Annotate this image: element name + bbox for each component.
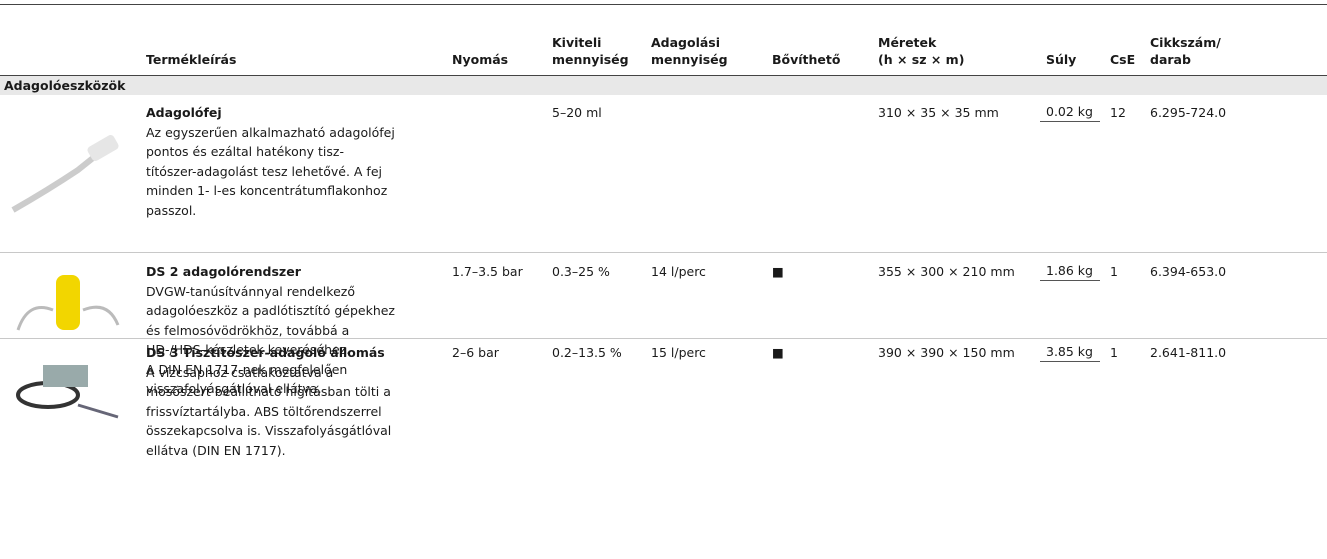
column-header: CsE (1110, 52, 1136, 67)
description-line: passzol. (146, 202, 197, 218)
row-rule (0, 252, 1327, 253)
product-image (16, 275, 120, 331)
cell: 14 l/perc (651, 264, 706, 279)
description-line: A vízcsaphoz csatlakoztatva a (146, 364, 334, 380)
cell: 1.7–3.5 bar (452, 264, 523, 279)
description-line: ellátva (DIN EN 1717). (146, 442, 286, 458)
description-line: Az egyszerűen alkalmazható adagolófej (146, 124, 395, 140)
product-name: Adagolófej (146, 105, 222, 120)
cell: 1 (1110, 345, 1118, 360)
description-line: frissvíztartályba. ABS töltőrendszerrel (146, 403, 382, 419)
column-header: Bővíthető (772, 52, 841, 67)
cell: 0.2–13.5 % (552, 345, 622, 360)
product-image (11, 135, 119, 213)
description-line: DVGW-tanúsítvánnyal rendelkező (146, 283, 355, 299)
description-line: HD-/HDS-készletek keveréséhez. (146, 342, 351, 357)
column-header: Termékleírás (146, 52, 237, 67)
cell: 310 × 35 × 35 mm (878, 105, 999, 120)
description-line: visszafolyásgátlóval ellátva. (146, 381, 322, 396)
section-band (0, 76, 1327, 95)
cell: 0.02 kg (1040, 103, 1100, 122)
cell: 355 × 300 × 210 mm (878, 264, 1015, 279)
description-line: A DIN EN 1717-nek megfelelően (146, 361, 348, 377)
description-line: összekapcsolva is. Visszafolyásgátlóval (146, 423, 392, 438)
column-header: Nyomás (452, 52, 509, 67)
cell: 3.85 kg (1040, 343, 1100, 362)
cell: 15 l/perc (651, 345, 706, 360)
cell: 2–6 bar (452, 345, 499, 360)
description-line: mosószert beállítható hígításban tölti a (146, 384, 391, 399)
column-header: Méretek (h × sz × m) (878, 35, 965, 67)
cell: 390 × 390 × 150 mm (878, 345, 1015, 360)
cell: 1 (1110, 264, 1118, 279)
cell: 1.86 kg (1040, 262, 1100, 281)
product-name: DS 3 Tisztítószer-adagoló állomás (146, 345, 385, 360)
cell: ■ (772, 264, 784, 279)
column-header: Adagolási mennyiség (651, 35, 728, 67)
cell: 0.3–25 % (552, 264, 610, 279)
description-line: pontos és ezáltal hatékony tisz- (146, 144, 344, 159)
section-title: Adagolóeszközök (4, 78, 126, 93)
column-header: Cikkszám/ darab (1150, 35, 1221, 67)
description-line: és felmosóvödrökhöz, továbbá a (146, 322, 350, 338)
cell: 5–20 ml (552, 105, 602, 120)
header-rule (0, 75, 1327, 76)
description-line: títószer-adagolást tesz lehetővé. A fej (146, 163, 382, 179)
cell: 12 (1110, 105, 1126, 120)
cell: 6.295-724.0 (1150, 105, 1227, 120)
description-line: adagolóeszköz a padlótisztító gépekhez (146, 303, 395, 318)
product-name: DS 2 adagolórendszer (146, 264, 301, 279)
cell: 6.394-653.0 (1150, 264, 1227, 279)
cell: ■ (772, 345, 784, 360)
cell: 2.641-811.0 (1150, 345, 1227, 360)
description-line: minden 1- l-es koncentrátumflakonhoz (146, 183, 388, 198)
column-header: Kiviteli mennyiség (552, 35, 629, 67)
top-rule (0, 4, 1327, 5)
column-header: Súly (1046, 52, 1077, 67)
row-rule (0, 338, 1327, 339)
product-image (16, 365, 119, 419)
